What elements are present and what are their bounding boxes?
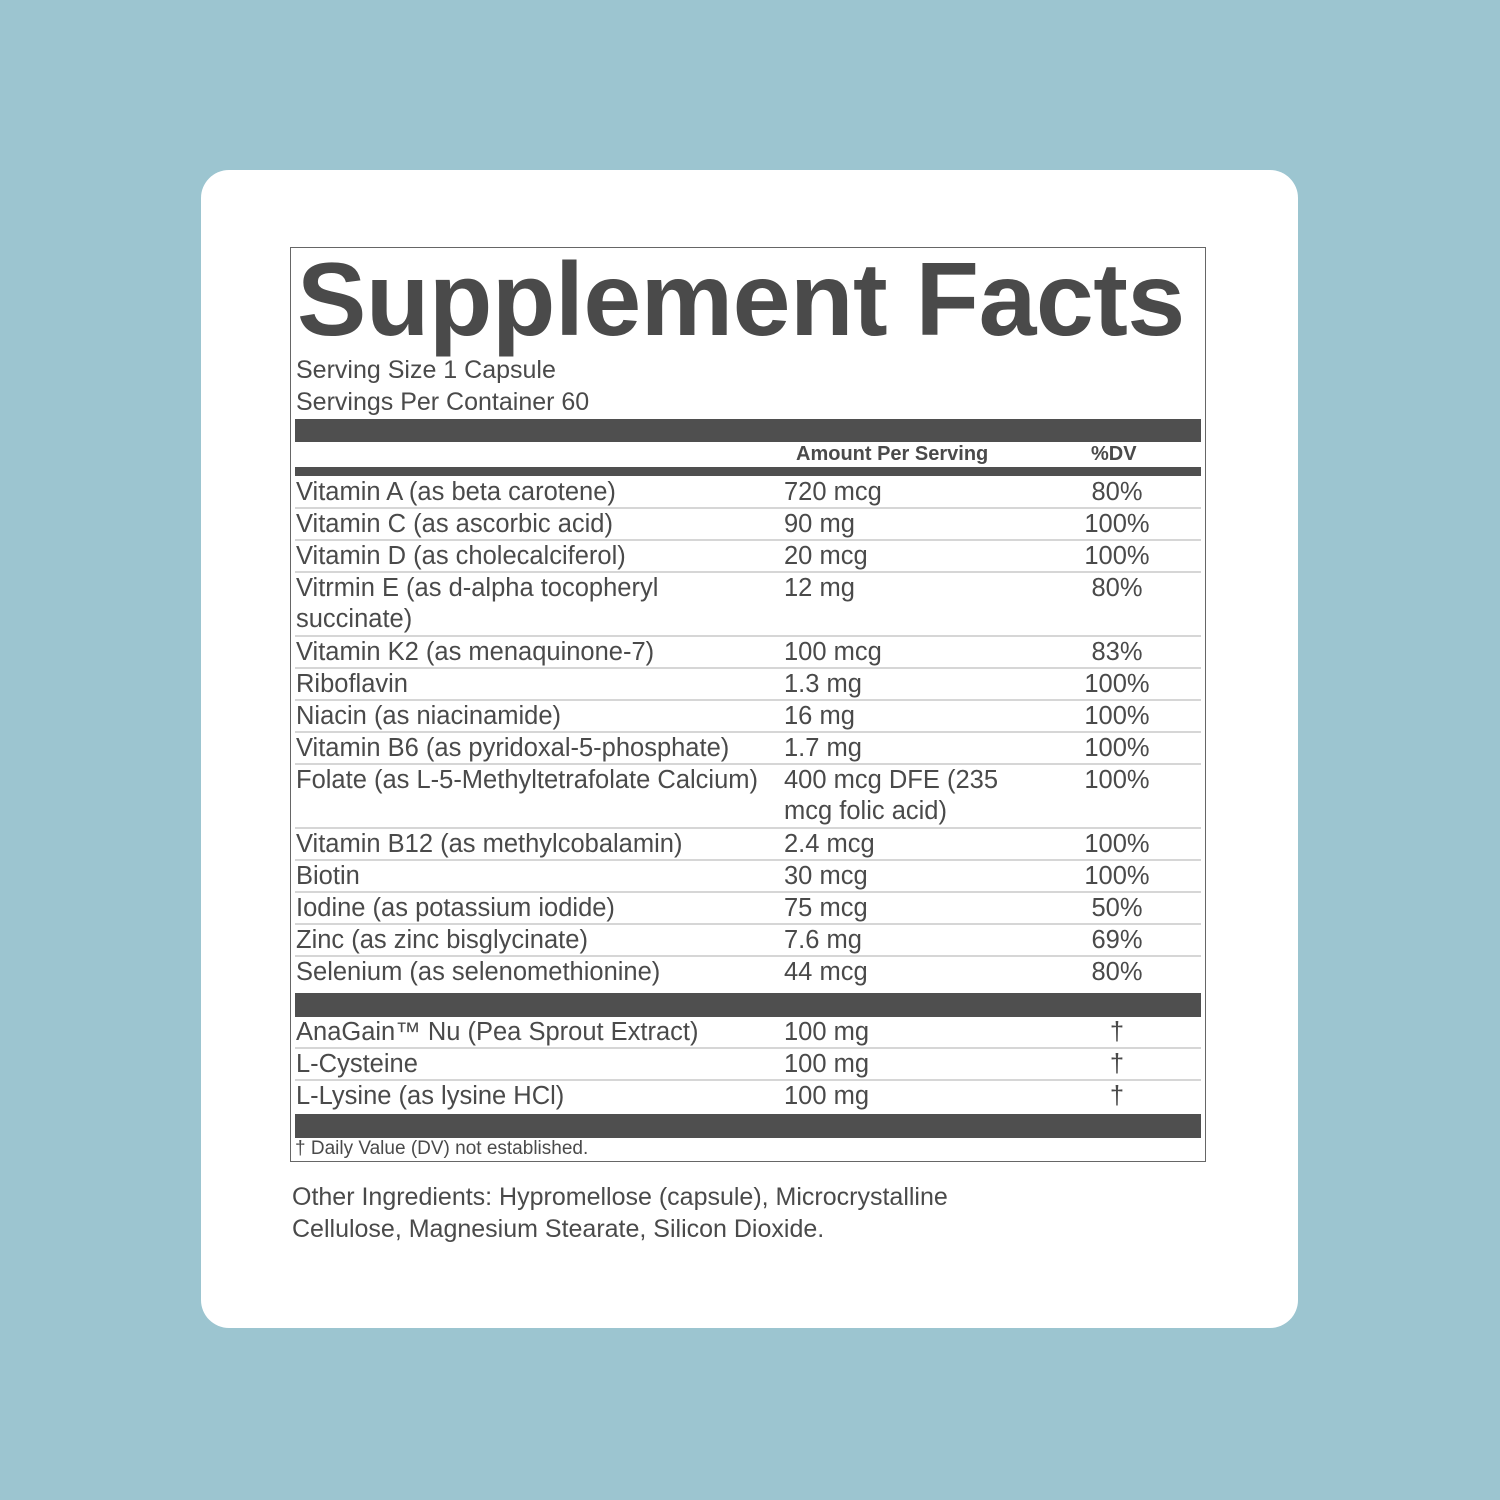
nutrient-dv: 80%: [1091, 478, 1143, 506]
nutrient-row: Selenium (as selenomethionine) 44 mcg 80%: [295, 957, 1201, 989]
nutrient-dv: 50%: [1091, 894, 1143, 922]
nutrient-row: Zinc (as zinc bisglycinate) 7.6 mg 69%: [295, 925, 1201, 957]
divider-bar: [295, 419, 1201, 442]
nutrient-amount: 20 mcg: [784, 542, 868, 570]
nutrient-amount: 400 mcg DFE (235 mcg folic acid): [784, 766, 999, 825]
nutrient-row: Vitamin K2 (as menaquinone-7) 100 mcg 83%: [295, 637, 1201, 669]
nutrient-dv: 100%: [1084, 734, 1150, 762]
nutrient-name: Folate (as L-5-Methyltetrafolate Calcium…: [296, 766, 759, 794]
nutrient-row: Riboflavin 1.3 mg 100%: [295, 669, 1201, 701]
nutrient-row: Iodine (as potassium iodide) 75 mcg 50%: [295, 893, 1201, 925]
nutrient-name: Vitrmin E (as d-alpha tocopheryl succina…: [296, 574, 659, 633]
other-ingredients: Other Ingredients: Hypromellose (capsule…: [292, 1183, 948, 1243]
nutrient-dv: 80%: [1091, 958, 1143, 986]
nutrient-amount: 16 mg: [784, 702, 855, 730]
nutrient-dv: 80%: [1091, 574, 1143, 602]
servings-per-container: Servings Per Container 60: [296, 388, 590, 416]
panel-title: Supplement Facts: [297, 242, 1185, 358]
vitamin-list: Vitamin A (as beta carotene) 720 mcg 80% Vi…: [295, 477, 1201, 989]
nutrient-dv: 100%: [1084, 510, 1150, 538]
nutrient-amount: 100 mg: [784, 1082, 870, 1110]
divider-bar: [295, 1114, 1201, 1138]
nutrient-dv: 100%: [1084, 766, 1150, 794]
supplement-facts-panel: Supplement Facts Serving Size 1 Capsule …: [290, 247, 1206, 1162]
nutrient-amount: 90 mg: [784, 510, 855, 538]
nutrient-amount: 100 mg: [784, 1050, 870, 1078]
nutrient-name: Vitamin C (as ascorbic acid): [296, 510, 613, 538]
nutrient-name: AnaGain™ Nu (Pea Sprout Extract): [296, 1018, 699, 1046]
nutrient-row: Vitamin C (as ascorbic acid) 90 mg 100%: [295, 509, 1201, 541]
divider-bar: [295, 467, 1201, 476]
amount-header: Amount Per Serving: [796, 443, 989, 465]
nutrient-amount: 7.6 mg: [784, 926, 862, 954]
nutrient-amount: 100 mg: [784, 1018, 870, 1046]
nutrient-row: L-Lysine (as lysine HCl) 100 mg †: [295, 1081, 1201, 1113]
nutrient-amount: 720 mcg: [784, 478, 882, 506]
nutrient-row: Vitrmin E (as d-alpha tocopheryl succina…: [295, 573, 1201, 637]
footnote: † Daily Value (DV) not established.: [295, 1138, 589, 1159]
nutrient-row: Folate (as L-5-Methyltetrafolate Calcium…: [295, 765, 1201, 829]
nutrient-name: Vitamin A (as beta carotene): [296, 478, 616, 506]
nutrient-amount: 12 mg: [784, 574, 855, 602]
nutrient-row: Vitamin A (as beta carotene) 720 mcg 80%: [295, 477, 1201, 509]
nutrient-dv: 100%: [1084, 862, 1150, 890]
nutrient-amount: 1.3 mg: [784, 670, 862, 698]
nutrient-row: AnaGain™ Nu (Pea Sprout Extract) 100 mg †: [295, 1017, 1201, 1049]
nutrient-dv: †: [1109, 1082, 1125, 1110]
nutrient-dv: 100%: [1084, 542, 1150, 570]
nutrient-amount: 100 mcg: [784, 638, 882, 666]
nutrient-dv: 100%: [1084, 670, 1150, 698]
nutrient-name: Zinc (as zinc bisglycinate): [296, 926, 588, 954]
nutrient-row: Biotin 30 mcg 100%: [295, 861, 1201, 893]
nutrient-dv: 100%: [1084, 830, 1150, 858]
nutrient-name: L-Cysteine: [296, 1050, 418, 1078]
nutrient-name: Biotin: [296, 862, 360, 890]
nutrient-name: Vitamin K2 (as menaquinone-7): [296, 638, 655, 666]
nutrient-amount: 2.4 mcg: [784, 830, 875, 858]
nutrient-row: Vitamin D (as cholecalciferol) 20 mcg 100%: [295, 541, 1201, 573]
nutrient-row: Vitamin B12 (as methylcobalamin) 2.4 mcg 1…: [295, 829, 1201, 861]
nutrient-name: Riboflavin: [296, 670, 408, 698]
nutrient-row: L-Cysteine 100 mg †: [295, 1049, 1201, 1081]
nutrient-row: Niacin (as niacinamide) 16 mg 100%: [295, 701, 1201, 733]
nutrient-dv: 69%: [1091, 926, 1143, 954]
nutrient-dv: 83%: [1091, 638, 1143, 666]
nutrient-amount: 30 mcg: [784, 862, 868, 890]
divider-bar: [295, 993, 1201, 1017]
nutrient-name: L-Lysine (as lysine HCl): [296, 1082, 565, 1110]
nutrient-name: Vitamin D (as cholecalciferol): [296, 542, 626, 570]
nutrient-row: Vitamin B6 (as pyridoxal-5-phosphate) 1.7…: [295, 733, 1201, 765]
nutrient-amount: 44 mcg: [784, 958, 868, 986]
nutrient-amount: 1.7 mg: [784, 734, 862, 762]
nutrient-dv: 100%: [1084, 702, 1150, 730]
nutrient-dv: †: [1109, 1018, 1125, 1046]
nutrient-name: Vitamin B12 (as methylcobalamin): [296, 830, 683, 858]
other-nutrient-list: AnaGain™ Nu (Pea Sprout Extract) 100 mg † L…: [295, 1017, 1201, 1113]
nutrient-dv: †: [1109, 1050, 1125, 1078]
nutrient-name: Vitamin B6 (as pyridoxal-5-phosphate): [296, 734, 730, 762]
dv-header: %DV: [1091, 443, 1137, 465]
nutrient-amount: 75 mcg: [784, 894, 868, 922]
nutrient-name: Niacin (as niacinamide): [296, 702, 562, 730]
nutrient-name: Selenium (as selenomethionine): [296, 958, 661, 986]
serving-size: Serving Size 1 Capsule: [296, 356, 556, 384]
nutrient-name: Iodine (as potassium iodide): [296, 894, 615, 922]
